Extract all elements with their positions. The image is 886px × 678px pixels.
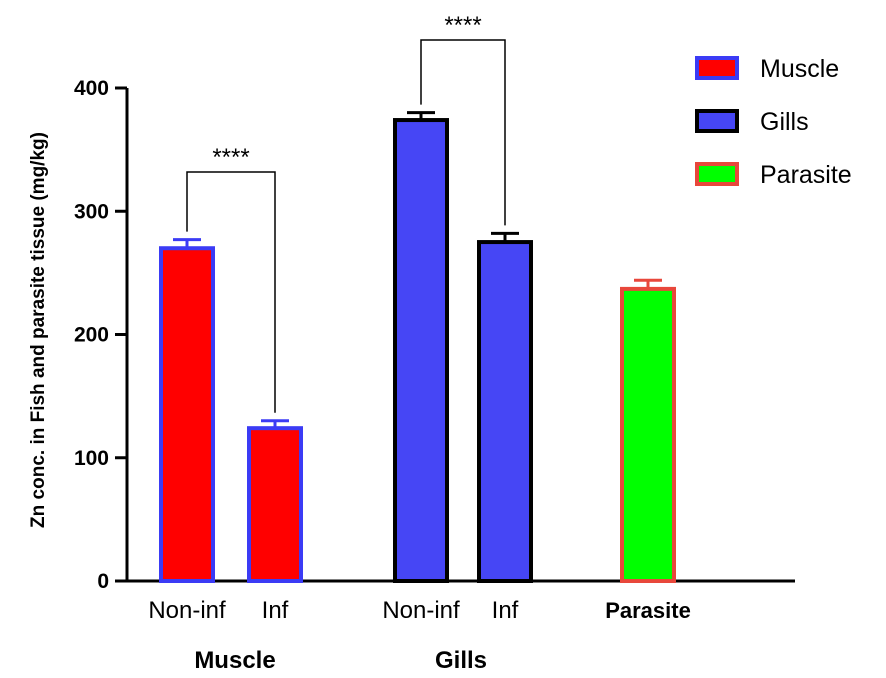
- x-tick-label: Non-inf: [148, 597, 226, 624]
- legend-swatch-gills: [695, 109, 739, 133]
- bar-muscle-noninf: [159, 246, 215, 583]
- legend-label-muscle: Muscle: [760, 55, 839, 83]
- error-bars: [173, 111, 662, 429]
- group-label: Muscle: [194, 647, 275, 673]
- x-tick-label: Inf: [492, 597, 519, 624]
- x-tick-label: Inf: [262, 597, 289, 624]
- y-axis: 0 100 200 300 400: [74, 77, 129, 593]
- significance-bracket: [420, 39, 506, 226]
- y-axis-label: Zn conc. in Fish and parasite tissue (mg…: [28, 132, 49, 528]
- significance-label: ****: [212, 144, 249, 171]
- y-tick-label: 200: [74, 324, 109, 347]
- legend-label-gills: Gills: [760, 108, 809, 136]
- y-tick-label: 0: [97, 570, 109, 593]
- significance-brackets: **** ****: [186, 12, 506, 413]
- bars: [159, 118, 676, 584]
- bar-gills-noninf: [393, 118, 449, 583]
- y-tick-label: 100: [74, 447, 109, 470]
- y-tick-label: 300: [74, 200, 109, 223]
- group-label: Gills: [435, 647, 487, 673]
- x-tick-label: Parasite: [605, 598, 691, 623]
- y-tick-label: 400: [74, 77, 109, 100]
- bar-muscle-inf: [247, 426, 303, 584]
- legend-swatch-muscle: [695, 56, 739, 80]
- x-tick-label: Non-inf: [382, 597, 460, 624]
- bar-parasite: [620, 286, 676, 583]
- legend-swatch-parasite: [695, 162, 739, 186]
- bar-gills-inf: [477, 240, 533, 583]
- legend-label-parasite: Parasite: [760, 161, 852, 189]
- significance-label: ****: [444, 12, 481, 39]
- legend: Muscle Gills Parasite: [695, 55, 852, 189]
- significance-bracket: [186, 171, 276, 413]
